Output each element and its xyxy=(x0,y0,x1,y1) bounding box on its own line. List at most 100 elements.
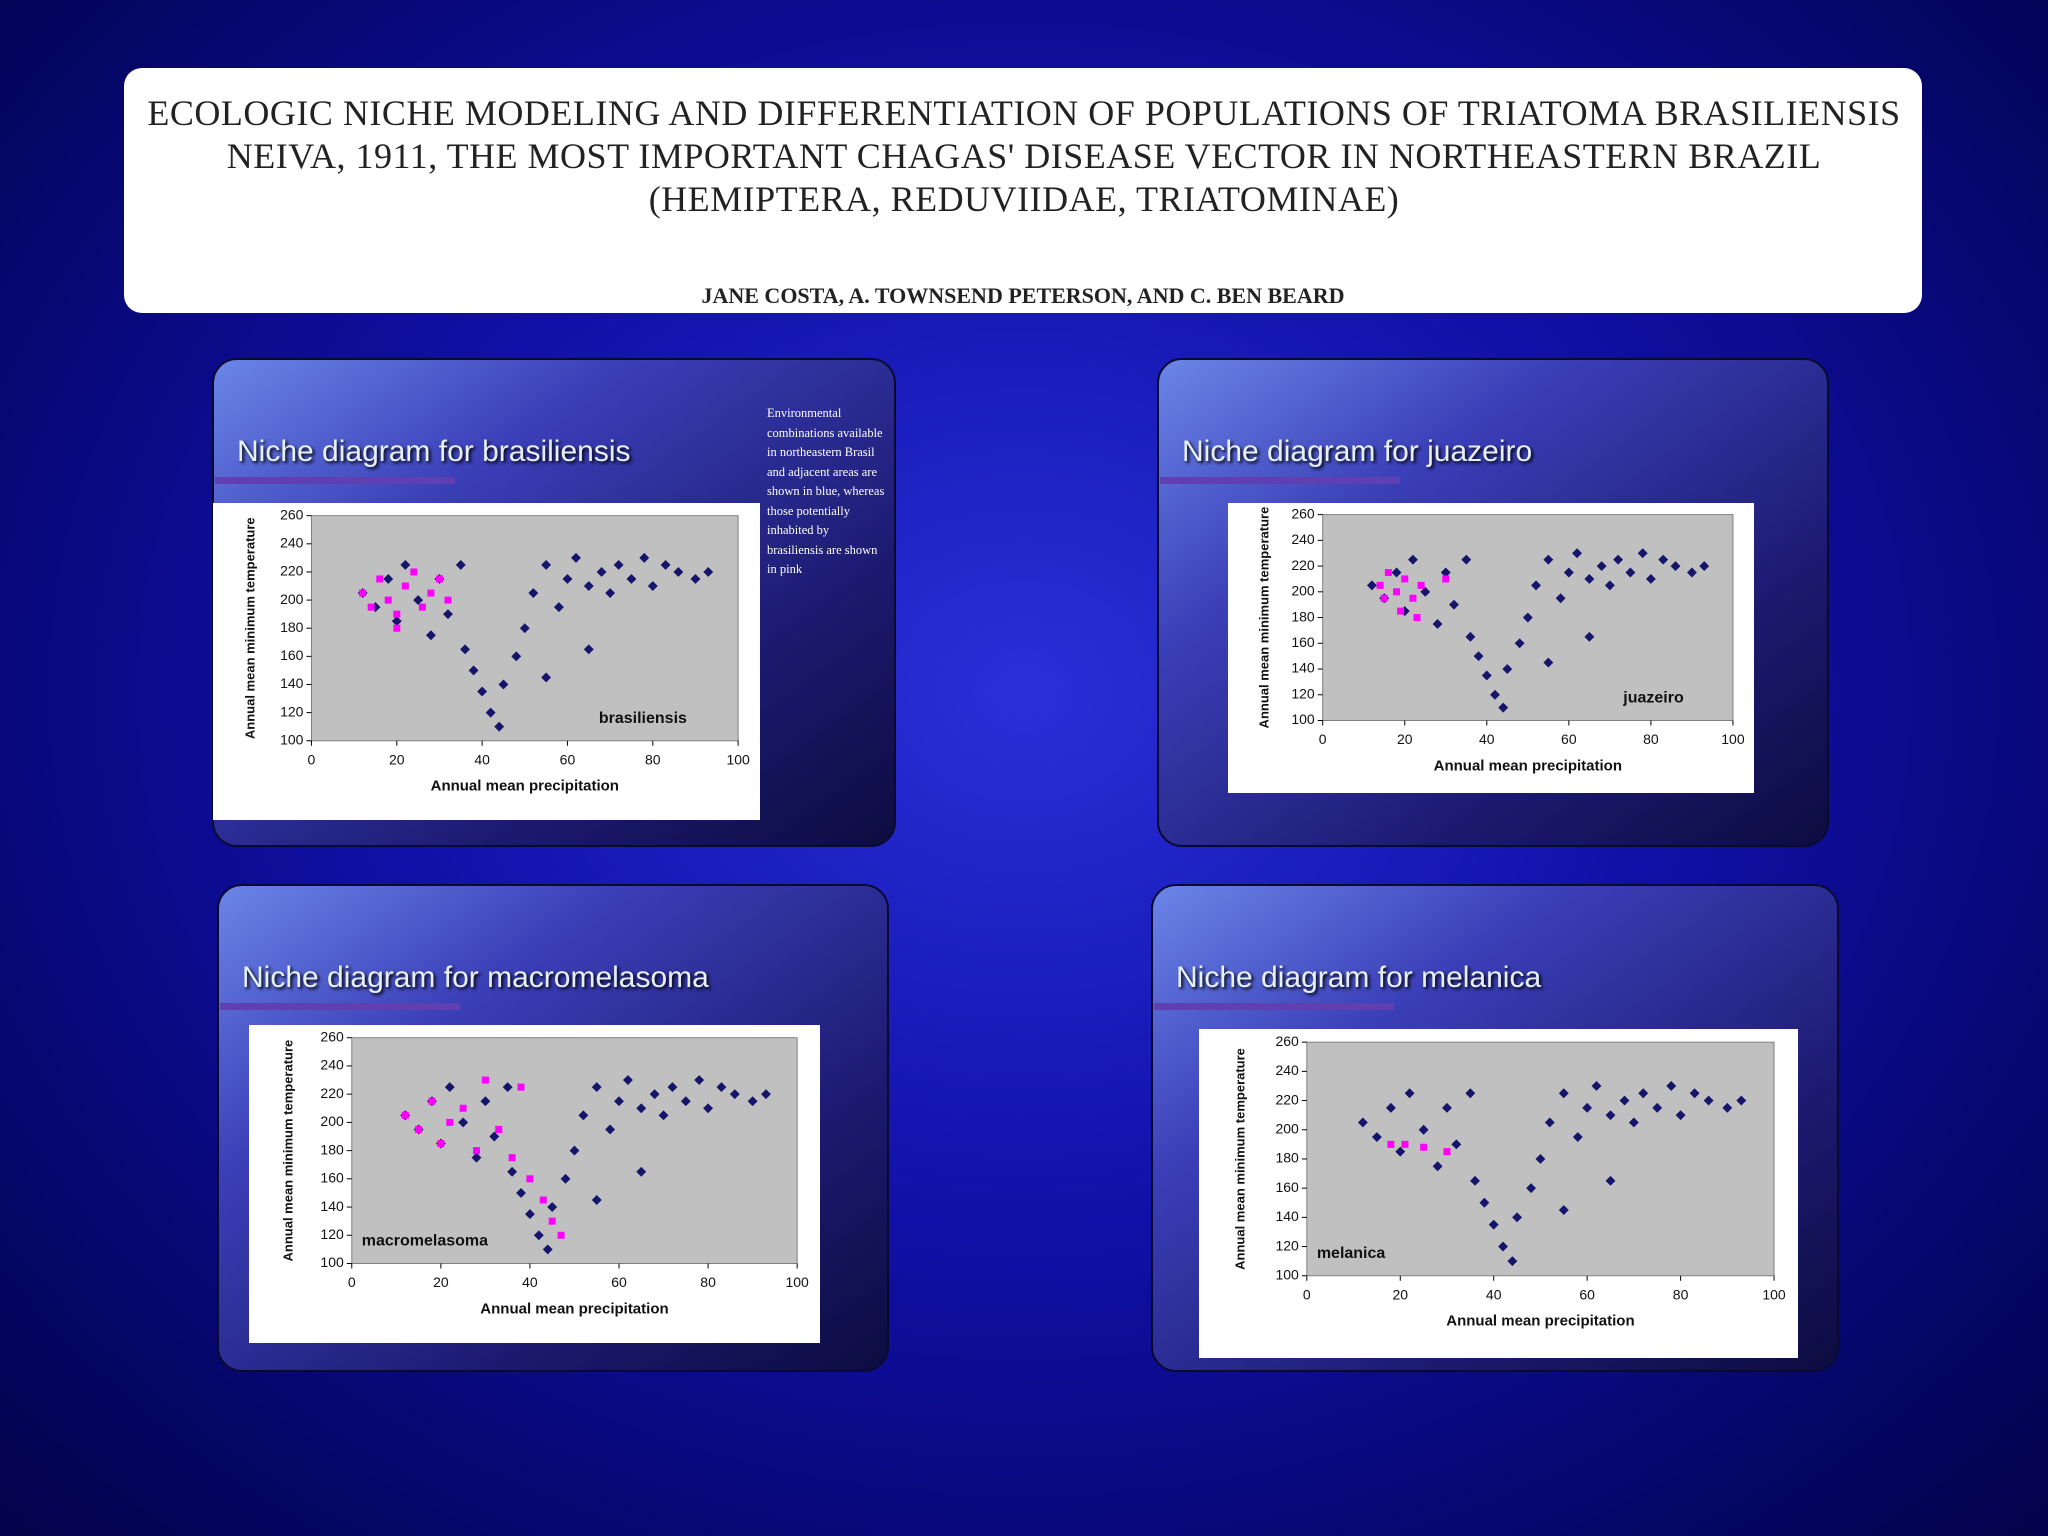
point xyxy=(1404,1088,1415,1099)
point xyxy=(703,566,714,577)
point xyxy=(458,1117,469,1128)
point xyxy=(614,1096,624,1107)
point xyxy=(502,1082,513,1093)
point xyxy=(1449,599,1459,610)
point xyxy=(444,596,452,604)
point xyxy=(459,1104,467,1112)
x-tick-label: 80 xyxy=(1643,731,1659,747)
point xyxy=(524,1209,535,1220)
point xyxy=(660,559,671,570)
x-tick-label: 40 xyxy=(1479,731,1495,747)
point xyxy=(498,679,509,690)
x-tick-label: 60 xyxy=(560,751,576,767)
point xyxy=(591,1195,602,1205)
point xyxy=(410,568,418,576)
point xyxy=(1470,1175,1480,1186)
point xyxy=(562,574,573,584)
point xyxy=(435,575,443,583)
x-axis-label: Annual mean precipitation xyxy=(1434,757,1622,774)
point xyxy=(517,1083,525,1091)
x-tick-label: 80 xyxy=(1673,1286,1689,1302)
y-tick-label: 260 xyxy=(1275,1033,1299,1049)
point xyxy=(1371,1132,1382,1143)
point xyxy=(511,651,522,662)
y-tick-label: 220 xyxy=(1275,1091,1299,1107)
y-tick-label: 100 xyxy=(320,1254,344,1270)
point xyxy=(1555,593,1566,604)
point xyxy=(747,1096,758,1107)
authors: JANE COSTA, A. TOWNSEND PETERSON, AND C.… xyxy=(701,283,1345,308)
y-tick-label: 160 xyxy=(320,1170,344,1186)
y-tick-label: 240 xyxy=(280,535,304,551)
point xyxy=(1384,569,1392,577)
point xyxy=(1558,1205,1569,1216)
point xyxy=(560,1173,571,1184)
point xyxy=(613,559,624,570)
point xyxy=(1605,1110,1616,1121)
point xyxy=(583,581,594,591)
point xyxy=(542,1244,553,1255)
side-note: Environmental combinations available in … xyxy=(767,406,885,576)
x-tick-label: 60 xyxy=(1579,1286,1595,1302)
point xyxy=(495,1125,503,1133)
point xyxy=(583,644,594,655)
point xyxy=(636,1166,647,1177)
point xyxy=(367,603,375,611)
point xyxy=(516,1187,526,1198)
y-tick-label: 140 xyxy=(1275,1208,1299,1224)
x-axis-label: Annual mean precipitation xyxy=(431,778,619,795)
point xyxy=(1418,1124,1429,1135)
point xyxy=(1582,1102,1593,1113)
y-tick-label: 260 xyxy=(320,1028,344,1044)
point xyxy=(443,609,453,620)
y-tick-label: 200 xyxy=(1291,583,1315,599)
y-tick-label: 140 xyxy=(280,675,304,691)
point xyxy=(622,1075,633,1086)
point xyxy=(1558,1088,1569,1099)
point xyxy=(591,1082,602,1093)
point xyxy=(468,665,479,676)
point xyxy=(427,589,435,597)
point xyxy=(539,1196,547,1204)
title-underline xyxy=(1154,1003,1394,1010)
x-tick-label: 20 xyxy=(433,1274,449,1290)
x-tick-label: 100 xyxy=(785,1274,809,1290)
y-tick-label: 260 xyxy=(280,506,304,522)
y-axis-label: Annual mean minimum temperature xyxy=(1232,1048,1247,1270)
point xyxy=(1689,1088,1700,1099)
point xyxy=(1652,1102,1663,1113)
point xyxy=(1605,1175,1616,1186)
point xyxy=(1658,554,1669,565)
y-tick-label: 100 xyxy=(1291,711,1315,727)
point xyxy=(391,616,402,627)
point xyxy=(494,721,505,732)
point xyxy=(1498,1241,1509,1252)
point xyxy=(1380,594,1388,602)
point xyxy=(1407,554,1418,565)
paper-title: ECOLOGIC NICHE MODELING AND DIFFERENTIAT… xyxy=(147,93,1901,219)
point xyxy=(425,630,436,641)
point xyxy=(1502,664,1513,674)
point xyxy=(401,1111,409,1119)
x-tick-label: 60 xyxy=(1561,731,1577,747)
y-tick-label: 240 xyxy=(1291,531,1315,547)
point xyxy=(428,1097,436,1105)
point xyxy=(1686,567,1697,578)
panel-title: Niche diagram for melanica xyxy=(1176,961,1541,994)
annotation: juazeiro xyxy=(1622,690,1684,707)
point xyxy=(401,582,409,590)
x-tick-label: 60 xyxy=(611,1274,627,1290)
point xyxy=(1619,1095,1630,1106)
point xyxy=(1670,561,1681,572)
y-tick-label: 180 xyxy=(320,1141,344,1157)
annotation: brasiliensis xyxy=(599,710,687,727)
y-tick-label: 140 xyxy=(1291,660,1315,676)
point xyxy=(1397,607,1405,615)
point xyxy=(526,1175,534,1183)
point xyxy=(418,603,426,611)
x-tick-label: 0 xyxy=(348,1274,356,1290)
point xyxy=(649,1089,660,1100)
point xyxy=(1366,580,1377,591)
point xyxy=(541,672,552,683)
